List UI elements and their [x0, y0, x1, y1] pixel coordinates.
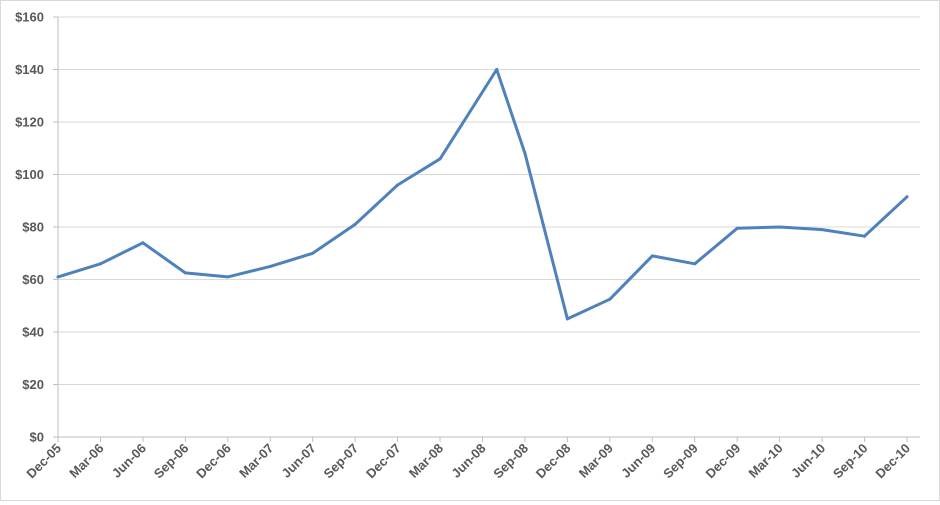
- data-point: [565, 317, 569, 321]
- data-point: [226, 275, 230, 279]
- data-point: [396, 183, 400, 187]
- y-tick-label: $80: [22, 220, 44, 235]
- data-point: [438, 157, 442, 161]
- x-tick-label: Dec-10: [872, 441, 913, 482]
- x-tick-label: Jun-07: [279, 441, 319, 481]
- y-tick-label: $40: [22, 325, 44, 340]
- y-tick-label: $100: [15, 167, 44, 182]
- data-point: [495, 68, 499, 71]
- data-point: [56, 275, 60, 279]
- series-layer: [56, 68, 909, 321]
- y-tick-label: $60: [22, 272, 44, 287]
- x-tick-label: Mar-10: [746, 441, 786, 481]
- y-tick-label: $120: [15, 115, 44, 130]
- data-point: [778, 225, 782, 229]
- x-axis-tick-labels: Dec-05 Mar-06 Jun-06 Sep-06 Dec-06 Mar-07 Jun-…: [23, 441, 913, 482]
- x-tick-label: Sep-10: [830, 441, 871, 482]
- data-point: [353, 222, 357, 226]
- data-point: [693, 262, 697, 266]
- series-line: [56, 68, 909, 321]
- axes: [53, 16, 920, 442]
- data-point: [650, 254, 654, 258]
- data-point: [735, 226, 739, 230]
- data-point: [905, 195, 909, 199]
- data-point: [268, 264, 272, 268]
- x-tick-label: Sep-09: [660, 441, 701, 482]
- data-point: [311, 251, 315, 255]
- x-tick-label: Dec-09: [703, 441, 744, 482]
- x-tick-label: Mar-06: [66, 441, 106, 481]
- x-tick-label: Sep-06: [151, 441, 192, 482]
- x-tick-label: Sep-07: [321, 441, 362, 482]
- x-tick-label: Mar-07: [236, 441, 276, 481]
- x-tick-label: Dec-07: [363, 441, 404, 482]
- x-tick-label: Jun-09: [618, 441, 658, 481]
- data-point: [183, 271, 187, 275]
- x-tick-label: Mar-08: [406, 441, 446, 481]
- y-tick-label: $20: [22, 377, 44, 392]
- y-tick-label: $140: [15, 62, 44, 77]
- x-tick-label: Jun-10: [788, 441, 828, 481]
- data-point: [523, 152, 527, 155]
- x-tick-label: Mar-09: [576, 441, 616, 481]
- x-tick-label: Jun-06: [109, 441, 149, 481]
- data-point: [608, 297, 612, 301]
- data-point: [141, 241, 145, 245]
- gridlines: [58, 16, 920, 385]
- x-tick-label: Jun-08: [448, 441, 488, 481]
- data-point: [99, 262, 102, 266]
- data-point: [820, 228, 824, 232]
- data-point: [863, 234, 866, 238]
- y-tick-label: $0: [30, 430, 44, 445]
- x-tick-label: Dec-05: [23, 441, 64, 482]
- x-tick-label: Sep-08: [490, 441, 531, 482]
- y-tick-label: $160: [15, 10, 44, 25]
- x-tick-label: Dec-06: [193, 441, 234, 482]
- y-axis-tick-labels: $0 $20 $40 $60 $80 $100 $120 $140 $160: [15, 10, 44, 445]
- x-tick-label: Dec-08: [533, 441, 574, 482]
